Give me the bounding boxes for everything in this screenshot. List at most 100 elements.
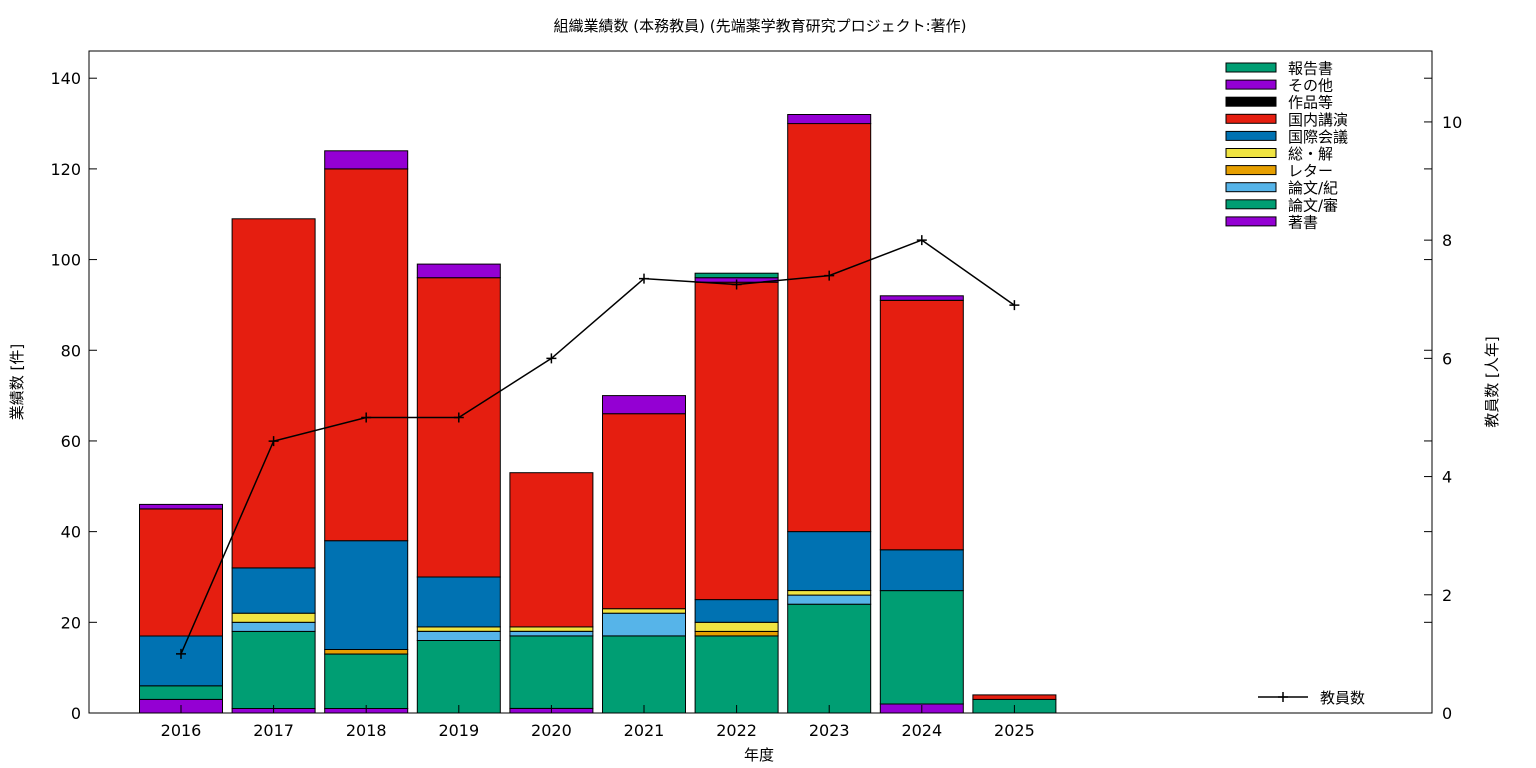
bar-segment: [416, 640, 501, 714]
legend-label: 著書: [1288, 213, 1318, 231]
legend-swatch: [1225, 79, 1277, 90]
bar-segment: [787, 603, 872, 714]
y2-tick-label: 6: [1442, 349, 1452, 368]
legend-label: 国内講演: [1288, 111, 1348, 129]
bar-segment: [509, 472, 594, 628]
legend-label: 論文/紀: [1288, 179, 1338, 197]
y2-tick-label: 2: [1442, 586, 1452, 605]
legend-swatch: [1225, 165, 1277, 176]
legend-label: 論文/審: [1288, 196, 1338, 214]
faculty-line-path: [180, 239, 1015, 655]
legend-swatch: [1225, 182, 1277, 193]
bar-segment: [694, 621, 779, 632]
bar-segment: [416, 263, 501, 279]
legend-swatch: [1225, 199, 1277, 210]
legend-label: 総・解: [1288, 145, 1333, 163]
x-tick-label: 2023: [809, 721, 850, 740]
faculty-point: [453, 412, 464, 423]
bar-segment: [694, 599, 779, 623]
x-tick-label: 2022: [716, 721, 757, 740]
bar-segment: [324, 540, 409, 651]
bar-segment: [602, 612, 686, 637]
x-tick-label: 2020: [531, 721, 572, 740]
bar-segment: [879, 299, 964, 551]
bar-segment: [694, 281, 779, 601]
bar-segment: [694, 630, 779, 637]
bar-segment: [787, 531, 872, 591]
y-tick-label: 100: [50, 251, 81, 270]
bar-segment: [324, 150, 409, 170]
faculty-point: [1009, 300, 1020, 311]
x-tick-label: 2024: [901, 721, 942, 740]
bar-segment: [231, 567, 316, 614]
bar-segment: [787, 594, 872, 605]
bar-segment: [231, 612, 316, 623]
bar-segment: [139, 508, 223, 637]
bar-segment: [694, 635, 779, 714]
axis-ticks: 0 20 40 60 80 100 120 140 0 2 4 6 8 10 2016 2017 2018 201…: [50, 69, 1462, 740]
y-tick-label: 140: [50, 69, 81, 88]
bar-segment: [324, 649, 409, 655]
bar-segment: [787, 123, 872, 533]
faculty-point: [176, 648, 186, 659]
legend-swatch: [1225, 113, 1277, 124]
x-tick-label: 2025: [994, 721, 1035, 740]
legend-label: レター: [1288, 162, 1333, 180]
bar-segment: [139, 635, 223, 687]
y-tick-label: 120: [50, 160, 81, 179]
bar-area: [139, 114, 1057, 714]
x-tick-label: 2018: [346, 721, 387, 740]
faculty-point: [731, 279, 742, 290]
bar-segment: [509, 635, 594, 709]
bar-segment: [694, 272, 779, 279]
legend-swatch: [1225, 148, 1277, 158]
bar-segment: [231, 630, 316, 710]
bar-segment: [602, 395, 686, 415]
bar-segment: [139, 503, 223, 510]
bar-segment: [416, 576, 501, 628]
faculty-line: [176, 235, 1020, 659]
legend-swatch: [1225, 130, 1277, 141]
bar-segment: [416, 626, 501, 632]
x-tick-label: 2017: [253, 721, 294, 740]
legend-swatch: [1225, 96, 1277, 107]
y-tick-label: 0: [71, 704, 81, 723]
chart-title: 組織業績数 (本務教員) (先端薬学教育研究プロジェクト:著作): [553, 17, 966, 35]
x-tick-label: 2016: [161, 721, 202, 740]
y-tick-label: 80: [61, 341, 81, 360]
bar-segment: [879, 295, 964, 301]
faculty-point: [361, 412, 372, 423]
bar-segment: [879, 549, 964, 592]
legend-label: 作品等: [1288, 94, 1333, 112]
bar-segment: [324, 168, 409, 542]
bar-segment: [602, 413, 686, 610]
x-tick-label: 2021: [624, 721, 665, 740]
bar-segment: [509, 630, 594, 637]
bar-segment: [509, 626, 594, 632]
faculty-point: [546, 353, 557, 364]
bar-segment: [231, 218, 316, 569]
bar-segment: [139, 685, 223, 700]
bar-segment: [787, 114, 872, 125]
faculty-point: [639, 273, 649, 284]
bar-segment: [231, 621, 316, 632]
faculty-point: [916, 235, 927, 246]
bar-segment: [324, 653, 409, 709]
y2-axis-label: 教員数 [人年]: [1483, 336, 1501, 427]
x-axis-label: 年度: [744, 746, 774, 764]
plot-frame: [88, 50, 1433, 714]
legend-label: 国際会議: [1288, 128, 1348, 146]
legend-line-marker: [1278, 692, 1288, 702]
legend-line-label: 教員数: [1320, 689, 1365, 707]
bar-segment: [972, 694, 1057, 700]
y2-tick-label: 0: [1442, 704, 1452, 723]
faculty-point: [268, 436, 279, 447]
faculty-point: [824, 270, 835, 281]
y-axis-label: 業績数 [件]: [8, 344, 26, 420]
legend-label: 報告書: [1288, 60, 1333, 78]
legend-label: その他: [1288, 77, 1333, 95]
y-tick-label: 20: [61, 613, 81, 632]
x-tick-label: 2019: [438, 721, 479, 740]
